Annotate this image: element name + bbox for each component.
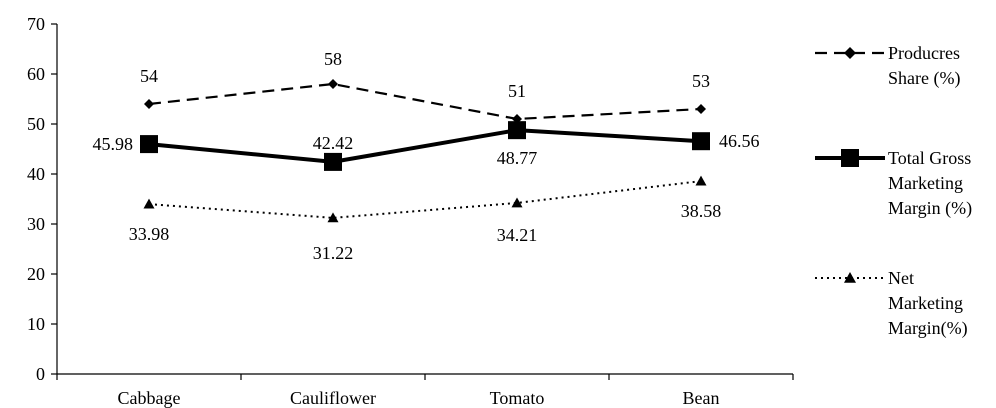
series-layer: 54 58 51 53 45.98 42.42 48.77 46.56 33.98 31.22 34… bbox=[93, 49, 760, 263]
legend: Producres Share (%) Total Gross Marketing Ma… bbox=[815, 43, 972, 339]
y-tick-label: 30 bbox=[27, 214, 45, 234]
legend-label: Margin(%) bbox=[888, 318, 968, 339]
data-label: 42.42 bbox=[313, 133, 354, 153]
x-axis-ticks: Cabbage Cauliflower Tomato Bean bbox=[56, 374, 794, 408]
legend-label: Producres bbox=[888, 43, 960, 63]
series-line bbox=[148, 180, 702, 219]
x-tick-label: Cauliflower bbox=[290, 388, 376, 408]
triangle-marker bbox=[695, 175, 707, 186]
legend-label: Share (%) bbox=[888, 68, 960, 89]
y-tick-label: 10 bbox=[27, 314, 45, 334]
legend-label: Margin (%) bbox=[888, 198, 972, 219]
data-label: 45.98 bbox=[93, 134, 134, 154]
triangle-marker bbox=[327, 212, 339, 223]
y-tick-label: 40 bbox=[27, 164, 45, 184]
data-label: 31.22 bbox=[313, 243, 354, 263]
x-tick-label: Tomato bbox=[490, 388, 545, 408]
y-tick-label: 0 bbox=[36, 364, 45, 384]
data-label: 48.77 bbox=[497, 148, 538, 168]
axes bbox=[56, 24, 793, 375]
legend-item: Producres Share (%) bbox=[815, 43, 960, 89]
triangle-marker bbox=[143, 198, 155, 209]
data-label: 53 bbox=[692, 71, 710, 91]
y-tick-label: 60 bbox=[27, 64, 45, 84]
y-tick-label: 70 bbox=[27, 14, 45, 34]
series-square: 45.98 42.42 48.77 46.56 bbox=[93, 121, 760, 171]
data-label: 34.21 bbox=[497, 225, 538, 245]
series-line bbox=[148, 82, 702, 121]
data-label: 33.98 bbox=[129, 224, 170, 244]
data-label: 51 bbox=[508, 81, 526, 101]
y-axis-ticks: 0 10 20 30 40 50 60 70 bbox=[27, 14, 57, 384]
square-marker bbox=[508, 121, 526, 140]
x-tick-label: Bean bbox=[683, 388, 720, 408]
diamond-marker bbox=[696, 104, 706, 114]
series-diamond: 54 58 51 53 bbox=[140, 49, 710, 124]
y-tick-label: 20 bbox=[27, 264, 45, 284]
legend-item: Net Marketing Margin(%) bbox=[815, 268, 968, 339]
legend-label: Marketing bbox=[888, 173, 963, 193]
data-label: 46.56 bbox=[719, 131, 760, 151]
diamond-marker bbox=[328, 79, 338, 89]
square-marker bbox=[841, 149, 859, 167]
legend-label: Total Gross bbox=[888, 148, 971, 168]
triangle-marker bbox=[844, 272, 856, 283]
legend-item: Total Gross Marketing Margin (%) bbox=[815, 148, 972, 219]
series-triangle: 33.98 31.22 34.21 38.58 bbox=[129, 175, 722, 263]
diamond-marker bbox=[144, 99, 154, 109]
square-marker bbox=[324, 152, 342, 171]
data-label: 38.58 bbox=[681, 201, 722, 221]
square-marker bbox=[692, 132, 710, 151]
series-line bbox=[148, 128, 702, 164]
legend-label: Marketing bbox=[888, 293, 963, 313]
legend-label: Net bbox=[888, 268, 914, 288]
y-tick-label: 50 bbox=[27, 114, 45, 134]
diamond-marker bbox=[844, 47, 856, 59]
data-label: 58 bbox=[324, 49, 342, 69]
square-marker bbox=[140, 135, 158, 154]
x-tick-label: Cabbage bbox=[118, 388, 181, 408]
triangle-marker bbox=[511, 197, 523, 208]
data-label: 54 bbox=[140, 66, 158, 86]
